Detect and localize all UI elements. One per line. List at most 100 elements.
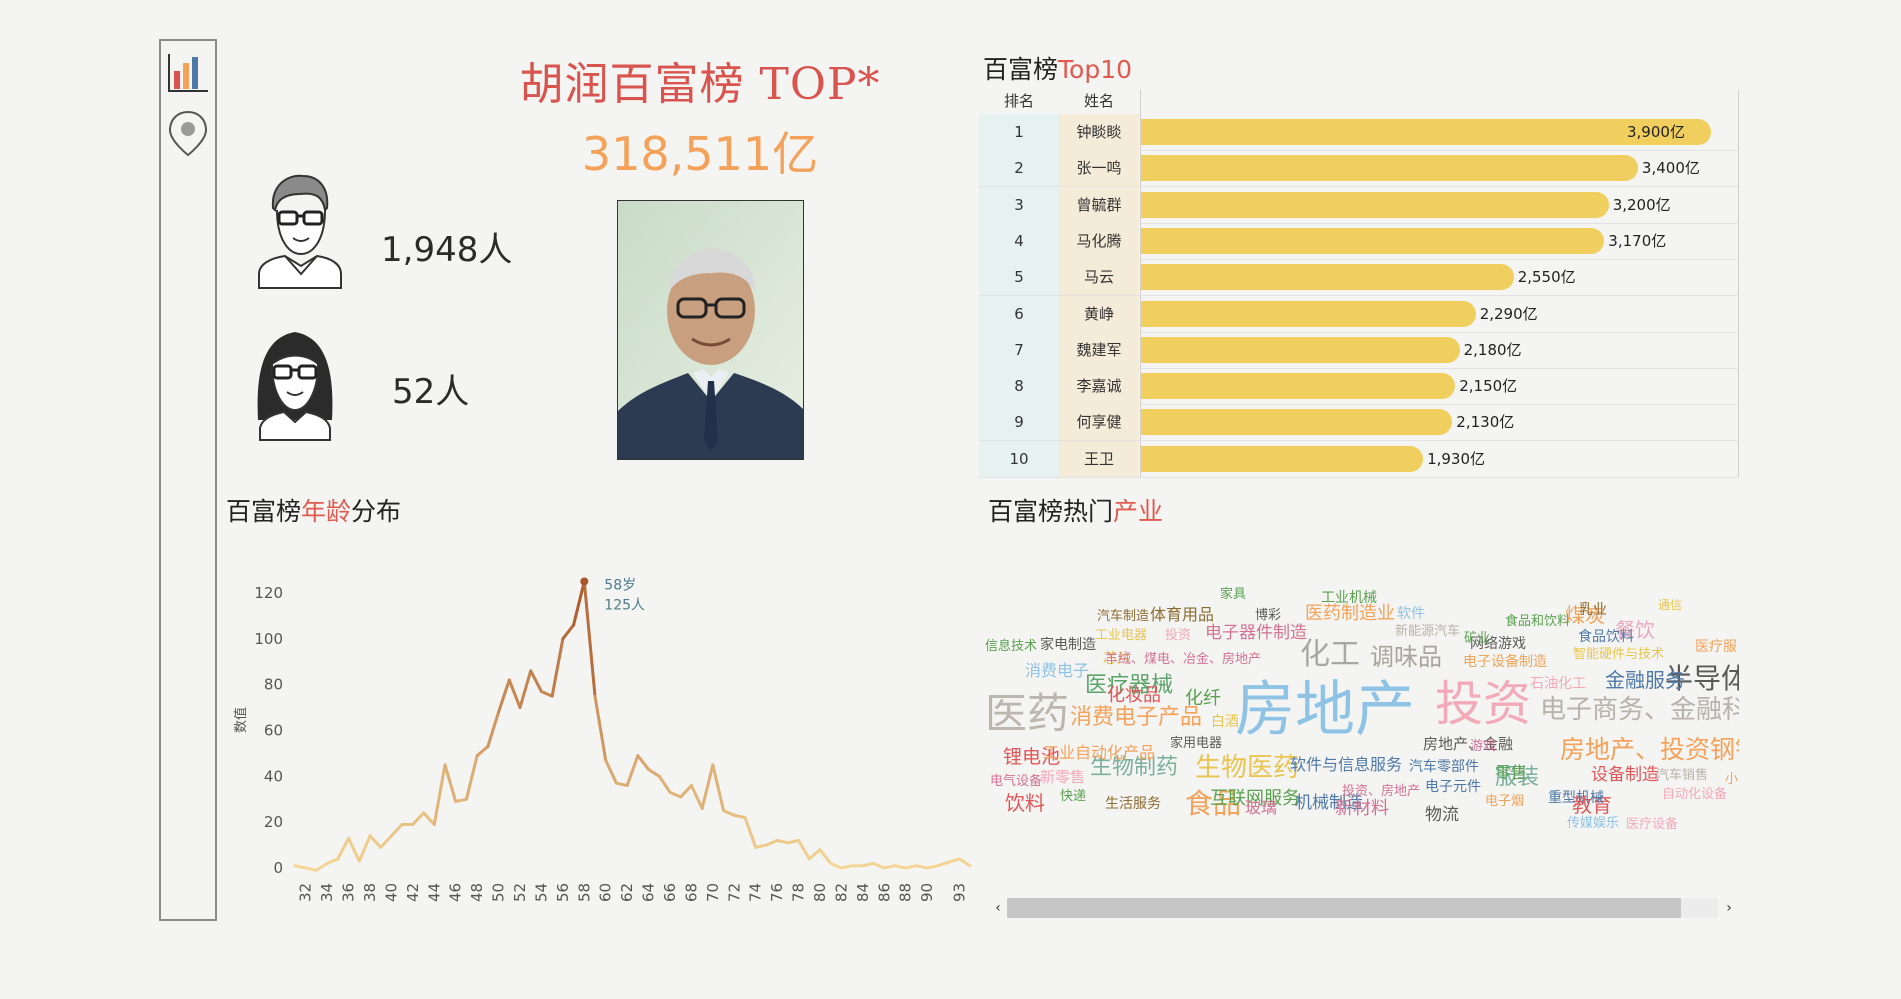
industry-word[interactable]: 小	[1725, 772, 1739, 787]
industry-word[interactable]: 零售	[1495, 763, 1528, 782]
x-tick-label: 82	[832, 883, 850, 902]
cloud-scrollbar[interactable]: ‹ ›	[989, 896, 1738, 920]
table-row[interactable]: 2 张一鸣 3,400亿	[979, 150, 1739, 188]
table-row[interactable]: 1 钟睒睒 3,900亿	[979, 114, 1739, 151]
table-row[interactable]: 10 王卫 1,930亿	[979, 440, 1739, 478]
industry-word[interactable]: 游戏	[1470, 739, 1497, 754]
industry-word[interactable]: 生活服务	[1105, 796, 1161, 812]
industry-word[interactable]: 新材料	[1335, 798, 1389, 819]
industry-word[interactable]: 房地产、金融	[1423, 735, 1514, 753]
industry-word[interactable]: 汽车制造	[1097, 609, 1150, 624]
industry-word[interactable]: 芯片	[1103, 651, 1131, 667]
rank-cell: 8	[979, 368, 1059, 405]
peak-point[interactable]	[580, 577, 589, 586]
industry-word[interactable]: 汽车零部件	[1409, 759, 1479, 775]
industry-word[interactable]: 重型机械	[1548, 790, 1604, 806]
industry-word[interactable]: 生物制药	[1090, 755, 1179, 780]
industry-word[interactable]: 煤炭	[1565, 603, 1605, 627]
age-line-segment	[839, 864, 854, 870]
industry-word[interactable]: 电子商务、金融科技	[1540, 695, 1739, 725]
industry-word[interactable]: 电气设备	[990, 774, 1043, 789]
industry-word[interactable]: 家具	[1220, 587, 1247, 602]
industry-word[interactable]: 工业电器	[1095, 628, 1148, 643]
industry-word[interactable]: 房地产、投资钢铁	[1560, 735, 1739, 764]
industry-word[interactable]: 服装	[1495, 765, 1540, 790]
industry-word[interactable]: 医药制造业	[1305, 603, 1395, 624]
table-row[interactable]: 4 马化腾 3,170亿	[979, 222, 1739, 260]
industry-word[interactable]: 调味品	[1370, 643, 1442, 671]
industry-word[interactable]: 设备制造	[1591, 765, 1659, 785]
table-row[interactable]: 3 曾毓群 3,200亿	[979, 186, 1739, 224]
scroll-thumb[interactable]	[1007, 898, 1681, 918]
location-pin-icon[interactable]	[166, 109, 210, 157]
x-tick-label: 72	[725, 883, 743, 902]
table-row[interactable]: 5 马云 2,550亿	[979, 259, 1739, 297]
industry-word[interactable]: 智能硬件与技术	[1573, 647, 1665, 662]
industry-word[interactable]: 机械制造	[1295, 793, 1363, 813]
industry-word[interactable]: 工业自动化产品	[1043, 743, 1156, 762]
industry-word[interactable]: 白酒	[1211, 714, 1239, 730]
industry-word[interactable]: 家用电器	[1170, 736, 1223, 751]
industry-word[interactable]: 锂电池	[1003, 746, 1061, 768]
scroll-right-arrow[interactable]: ›	[1726, 900, 1732, 916]
industry-word[interactable]: 传媒娱乐	[1567, 816, 1620, 831]
industry-word[interactable]: 教育	[1572, 793, 1612, 817]
industry-word[interactable]: 通信	[1658, 598, 1683, 612]
table-row[interactable]: 8 李嘉诚 2,150亿	[979, 368, 1739, 406]
industry-word[interactable]: 饮料	[1005, 791, 1045, 815]
industry-word[interactable]: 消费电子产品	[1070, 705, 1203, 730]
industry-word[interactable]: 医疗服	[1695, 639, 1737, 655]
industry-word[interactable]: 玻璃	[1245, 798, 1278, 817]
industry-word[interactable]: 新能源汽车	[1395, 624, 1461, 639]
industry-word[interactable]: 汽车销售	[1656, 768, 1709, 783]
industry-word[interactable]: 食品	[1185, 787, 1242, 820]
industry-word[interactable]: 餐饮	[1615, 618, 1655, 642]
industry-word[interactable]: 医疗器械	[1085, 673, 1174, 698]
age-line-chart: 0 20 40 60 80 100 120 数值 32 34 36 38 40 42 44 46 48 50 52 5…	[225, 530, 975, 910]
industry-word[interactable]: 化妆品	[1107, 685, 1161, 706]
industry-word[interactable]: 投资	[1435, 676, 1532, 732]
industry-word[interactable]: 电子烟	[1485, 794, 1525, 809]
industry-word[interactable]: 互联网服务	[1210, 788, 1300, 809]
industry-word[interactable]: 矿业	[1464, 631, 1491, 646]
industry-word[interactable]: 网络游戏	[1470, 636, 1526, 652]
industry-word[interactable]: 投资	[1165, 628, 1192, 643]
industry-word[interactable]: 化工	[1300, 637, 1360, 672]
industry-word[interactable]: 乳业	[1579, 602, 1607, 618]
rank-cell: 5	[979, 259, 1059, 296]
industry-word[interactable]: 生物医药	[1195, 753, 1300, 783]
scroll-left-arrow[interactable]: ‹	[995, 900, 1001, 916]
industry-word[interactable]: 医药	[985, 689, 1070, 738]
age-line-segment	[379, 834, 393, 849]
industry-word[interactable]: 化纤	[1185, 688, 1221, 709]
table-row[interactable]: 9 何享健 2,130亿	[979, 404, 1739, 442]
industry-word[interactable]: 半导体	[1665, 662, 1739, 695]
industry-word[interactable]: 食品饮料	[1578, 629, 1634, 645]
bar-chart-icon[interactable]	[166, 51, 210, 95]
industry-word[interactable]: 医疗设备	[1626, 817, 1679, 832]
table-row[interactable]: 7 魏建军 2,180亿	[979, 331, 1739, 369]
industry-word[interactable]: 信息技术	[985, 639, 1038, 654]
industry-word[interactable]: 电子设备制造	[1463, 654, 1547, 670]
industry-word[interactable]: 软件与信息服务	[1290, 755, 1403, 774]
industry-word[interactable]: 体育用品	[1150, 605, 1215, 624]
industry-word[interactable]: 电子元件	[1425, 779, 1481, 795]
table-row[interactable]: 6 黄峥 2,290亿	[979, 295, 1739, 333]
industry-word[interactable]: 羊绒、煤电、冶金、房地产	[1105, 652, 1262, 667]
industry-word[interactable]: 消费电子	[1025, 661, 1090, 680]
industry-word[interactable]: 自动化设备	[1662, 787, 1728, 802]
industry-word[interactable]: 物流	[1425, 805, 1459, 825]
industry-word[interactable]: 软件	[1397, 606, 1425, 622]
industry-word[interactable]: 快递	[1060, 789, 1087, 804]
industry-word[interactable]: 金融服务	[1605, 668, 1685, 692]
industry-word[interactable]: 博彩	[1255, 608, 1282, 623]
industry-word[interactable]: 石油化工	[1530, 676, 1586, 692]
age-line-segment	[861, 861, 876, 868]
industry-word[interactable]: 房地产	[1235, 675, 1415, 745]
industry-word[interactable]: 新零售	[1040, 768, 1086, 786]
industry-word[interactable]: 电子器件制造	[1205, 623, 1307, 643]
industry-word[interactable]: 食品和饮料	[1505, 614, 1571, 629]
industry-word[interactable]: 投资、房地产	[1342, 784, 1421, 799]
industry-word[interactable]: 工业机械	[1321, 590, 1377, 606]
industry-word[interactable]: 家电制造	[1040, 637, 1096, 653]
